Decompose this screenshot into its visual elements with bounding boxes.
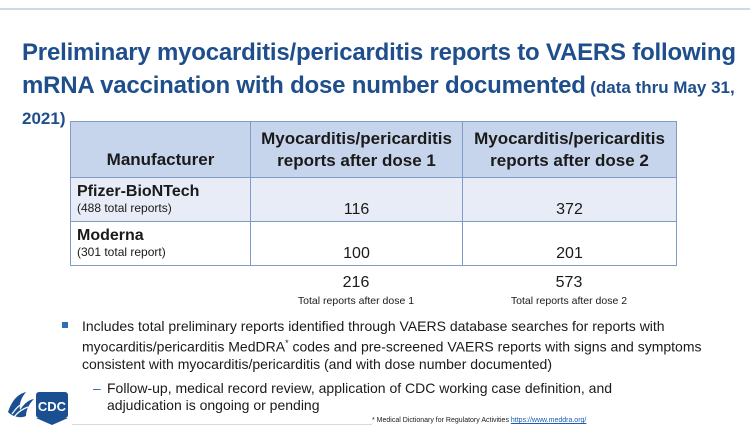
manufacturer-cell: Moderna (301 total report) [70, 221, 251, 266]
dose2-value: 201 [462, 221, 677, 266]
header-manufacturer: Manufacturer [70, 121, 251, 178]
top-bar [0, 0, 750, 24]
bullet-superscript: * [285, 338, 289, 348]
manufacturer-name: Pfizer-BioNTech [77, 183, 200, 200]
total-dose2-label: Total reports after dose 2 [510, 295, 628, 307]
meddra-link[interactable]: https://www.meddra.org/ [510, 417, 587, 424]
table-row: Moderna (301 total report) 100 201 [70, 221, 677, 266]
table-row: Pfizer-BioNTech (488 total reports) 116 … [70, 177, 677, 222]
total-dose1: 216 Total reports after dose 1 [250, 274, 462, 310]
top-rule [0, 8, 750, 10]
total-dose1-value: 216 [342, 274, 370, 291]
dose1-value: 116 [250, 177, 463, 222]
header-dose1: Myocarditis/pericarditis reports after d… [250, 121, 463, 178]
footnote-text: * Medical Dictionary for Regulatory Acti… [372, 417, 511, 424]
reports-table: Manufacturer Myocarditis/pericarditis re… [70, 121, 677, 266]
header-dose2: Myocarditis/pericarditis reports after d… [462, 121, 677, 178]
cdc-logo-text: CDC [38, 399, 67, 414]
manufacturer-cell: Pfizer-BioNTech (488 total reports) [70, 177, 251, 222]
total-dose1-label: Total reports after dose 1 [297, 295, 415, 307]
manufacturer-note: (488 total reports) [77, 201, 172, 215]
dose1-value: 100 [250, 221, 463, 266]
sub-bullet-text: Follow-up, medical record review, applic… [107, 380, 613, 413]
title-main: Preliminary myocarditis/pericarditis rep… [22, 39, 736, 99]
manufacturer-name: Moderna [77, 227, 144, 244]
bullet-text-pre: Includes total preliminary reports ident… [82, 318, 665, 355]
hhs-eagle-icon: CDC [8, 392, 68, 425]
bullet-text-post: codes and pre-screened VAERS reports wit… [82, 338, 702, 372]
slide-title: Preliminary myocarditis/pericarditis rep… [22, 38, 742, 135]
total-dose2: 573 Total reports after dose 2 [462, 274, 676, 310]
footnote: * Medical Dictionary for Regulatory Acti… [372, 416, 692, 425]
manufacturer-note: (301 total report) [77, 245, 166, 259]
total-dose2-value: 573 [555, 274, 583, 291]
footer-rule [72, 424, 372, 425]
table-header-row: Manufacturer Myocarditis/pericarditis re… [70, 121, 677, 178]
bullet-text: Includes total preliminary reports ident… [82, 318, 732, 373]
dose2-value: 372 [462, 177, 677, 222]
cdc-logo: CDC [4, 382, 70, 426]
dash-bullet-icon: – [93, 380, 101, 396]
square-bullet-icon [62, 322, 68, 328]
title-sub: (data thru May 31, 2021) [22, 78, 735, 128]
